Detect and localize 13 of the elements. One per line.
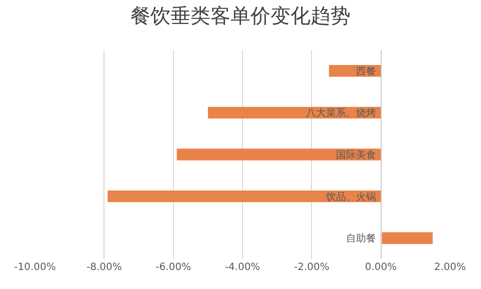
y-tick-label: 国际美食 <box>336 149 376 161</box>
y-tick-label: 饮品、火锅 <box>324 190 376 203</box>
x-tick-label: 0.00% <box>364 262 397 273</box>
x-tick-label: -10.00% <box>14 262 56 273</box>
x-tick-label: -8.00% <box>86 262 122 273</box>
y-tick-label: 自助餐 <box>346 232 376 245</box>
chart-title: 餐饮垂类客单价变化趋势 <box>130 4 350 28</box>
x-tick-label: -4.00% <box>224 262 260 273</box>
x-tick-label: 2.00% <box>434 262 466 273</box>
x-tick-label: -6.00% <box>156 262 192 273</box>
x-tick-label: -2.00% <box>294 262 330 273</box>
y-tick-label: 西餐 <box>356 65 376 78</box>
y-tick-label: 八大菜系、烧烤 <box>306 107 376 120</box>
